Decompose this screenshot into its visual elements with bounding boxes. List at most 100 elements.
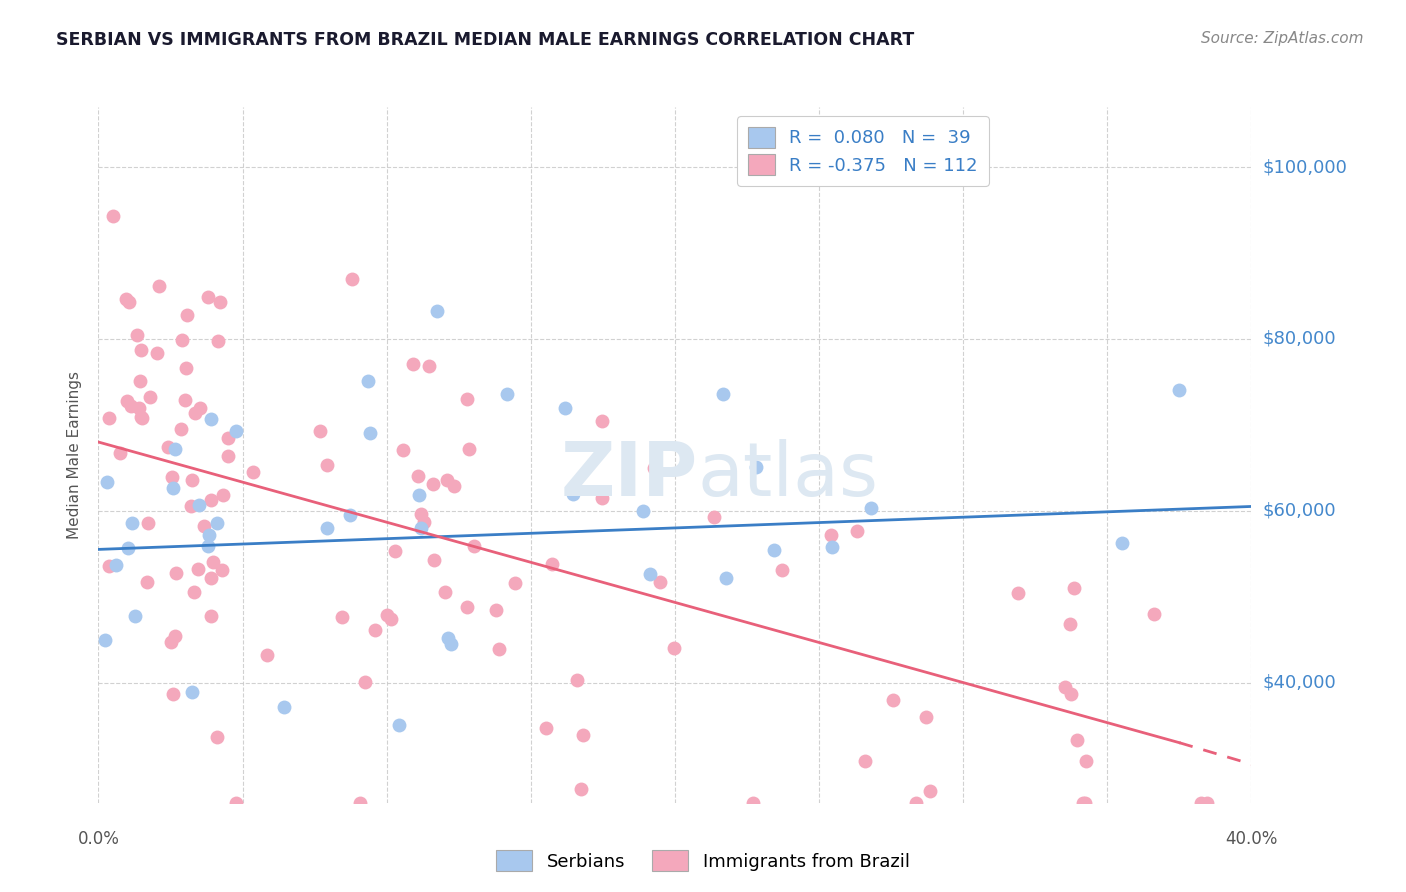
Point: [110, 446, 132, 460]
Point: [211, 488, 233, 502]
Point: [418, 359, 440, 373]
Point: [1076, 754, 1098, 768]
Point: [375, 607, 398, 622]
Point: [131, 343, 153, 357]
Point: [349, 796, 371, 810]
Text: 0.0%: 0.0%: [77, 830, 120, 847]
Point: [702, 510, 724, 524]
Point: [118, 294, 141, 309]
Text: 40.0%: 40.0%: [1225, 830, 1278, 847]
Legend: R =  0.080   N =  39, R = -0.375   N = 112: R = 0.080 N = 39, R = -0.375 N = 112: [737, 116, 988, 186]
Point: [242, 466, 264, 480]
Point: [273, 700, 295, 714]
Point: [443, 479, 465, 493]
Point: [156, 440, 179, 454]
Point: [882, 693, 904, 707]
Point: [359, 426, 381, 441]
Y-axis label: Median Male Earnings: Median Male Earnings: [67, 371, 83, 539]
Point: [591, 413, 613, 427]
Text: atlas: atlas: [697, 439, 879, 512]
Point: [103, 209, 125, 223]
Point: [643, 461, 665, 475]
Point: [567, 673, 589, 687]
Point: [354, 674, 377, 689]
Point: [915, 710, 938, 724]
Point: [128, 401, 150, 415]
Point: [562, 487, 585, 501]
Point: [256, 648, 278, 662]
Point: [174, 360, 197, 375]
Point: [201, 555, 224, 569]
Point: [145, 346, 167, 360]
Point: [534, 721, 557, 735]
Point: [406, 469, 429, 483]
Point: [437, 632, 460, 646]
Point: [198, 528, 221, 542]
Point: [426, 304, 449, 318]
Point: [456, 599, 478, 614]
Point: [853, 755, 876, 769]
Point: [1074, 796, 1097, 810]
Point: [340, 271, 363, 285]
Point: [193, 519, 215, 533]
Point: [96, 475, 118, 489]
Point: [197, 291, 219, 305]
Point: [1111, 536, 1133, 550]
Point: [434, 585, 457, 599]
Point: [392, 442, 415, 457]
Point: [159, 635, 181, 649]
Point: [124, 609, 146, 624]
Point: [162, 481, 184, 495]
Text: $40,000: $40,000: [1263, 673, 1336, 691]
Point: [207, 334, 229, 348]
Point: [148, 279, 170, 293]
Point: [904, 796, 927, 810]
Point: [1189, 796, 1212, 810]
Point: [456, 392, 478, 406]
Point: [439, 637, 461, 651]
Point: [330, 610, 353, 624]
Point: [211, 563, 233, 577]
Point: [209, 295, 232, 310]
Point: [339, 508, 361, 522]
Point: [384, 544, 406, 558]
Point: [458, 442, 481, 457]
Point: [225, 424, 247, 438]
Legend: Serbians, Immigrants from Brazil: Serbians, Immigrants from Brazil: [489, 843, 917, 879]
Point: [128, 374, 150, 388]
Point: [315, 521, 337, 535]
Point: [165, 566, 187, 580]
Point: [120, 399, 142, 413]
Point: [711, 387, 734, 401]
Point: [180, 685, 202, 699]
Point: [217, 431, 239, 445]
Point: [188, 401, 211, 415]
Text: $80,000: $80,000: [1263, 330, 1336, 348]
Point: [187, 562, 209, 576]
Text: ZIP: ZIP: [561, 439, 697, 512]
Point: [163, 442, 186, 457]
Point: [138, 391, 160, 405]
Point: [763, 542, 786, 557]
Point: [136, 575, 159, 590]
Point: [436, 473, 458, 487]
Text: $100,000: $100,000: [1263, 158, 1347, 176]
Point: [162, 470, 184, 484]
Point: [402, 357, 425, 371]
Point: [163, 630, 186, 644]
Point: [1195, 796, 1218, 810]
Point: [136, 516, 159, 530]
Point: [93, 633, 115, 648]
Point: [591, 491, 613, 506]
Text: SERBIAN VS IMMIGRANTS FROM BRAZIL MEDIAN MALE EARNINGS CORRELATION CHART: SERBIAN VS IMMIGRANTS FROM BRAZIL MEDIAN…: [56, 31, 914, 49]
Point: [129, 409, 152, 424]
Point: [422, 476, 444, 491]
Point: [745, 460, 768, 475]
Point: [356, 375, 378, 389]
Point: [821, 541, 844, 555]
Point: [496, 387, 519, 401]
Point: [98, 559, 121, 574]
Point: [820, 528, 842, 542]
Point: [488, 642, 510, 657]
Point: [1168, 384, 1191, 398]
